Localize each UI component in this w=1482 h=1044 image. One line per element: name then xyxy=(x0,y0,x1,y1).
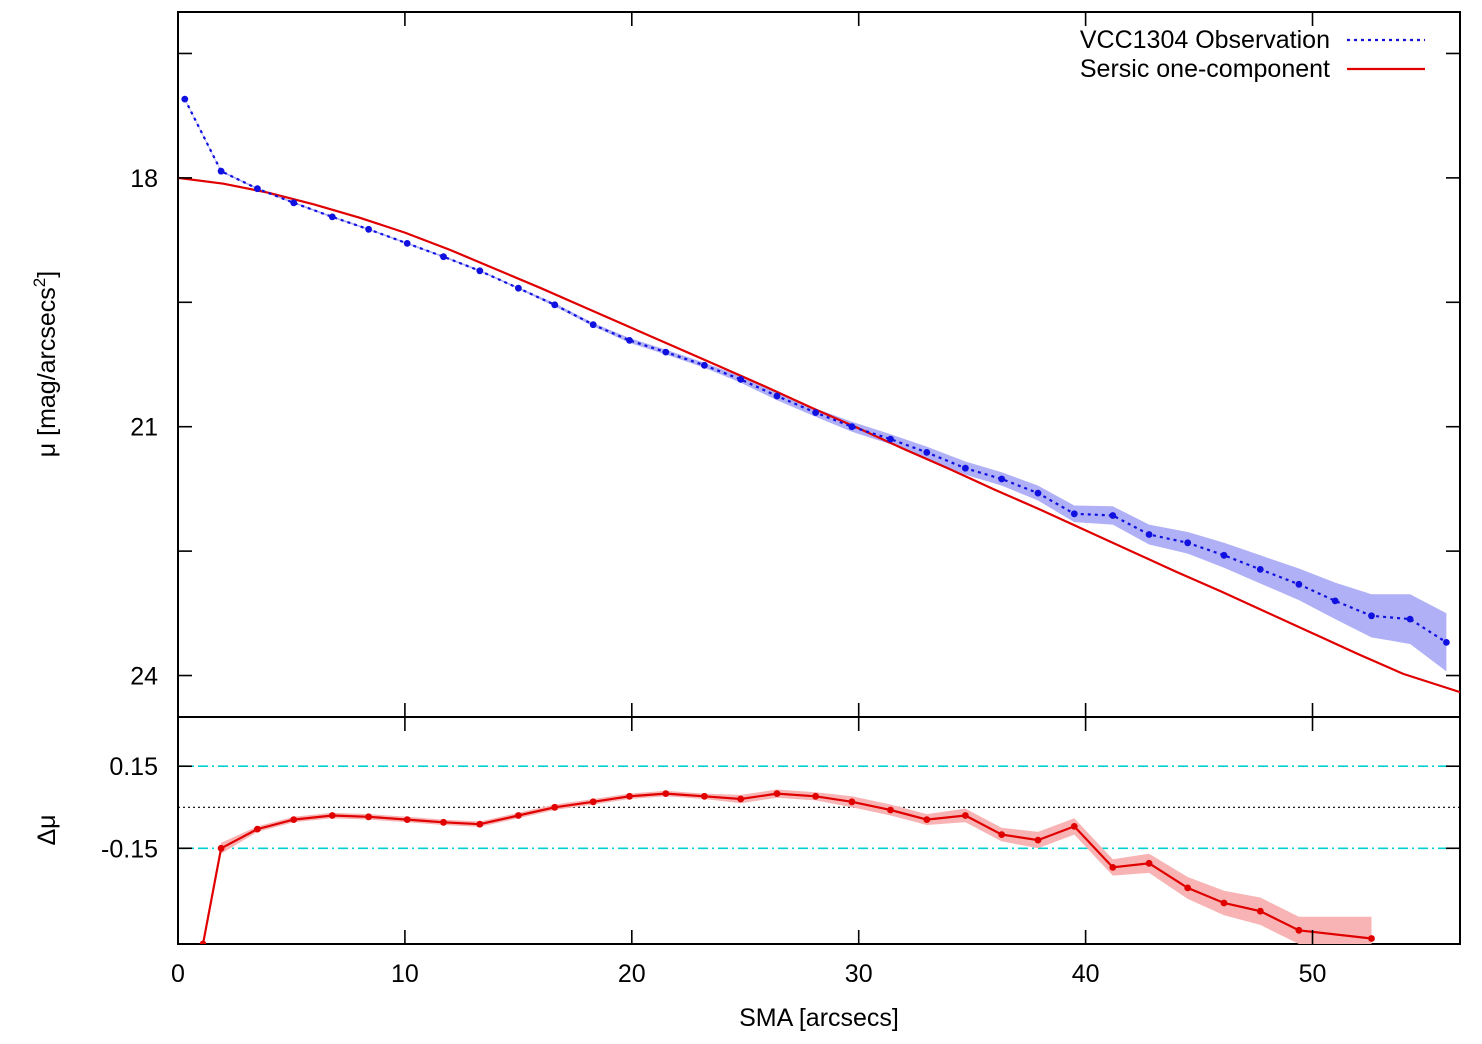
top-y-axis-label-main: μ [mag/arcsecs xyxy=(33,287,61,457)
residual-point-11 xyxy=(589,798,597,806)
top-y-tick-label-1: 21 xyxy=(130,414,158,442)
x-tick-label-1: 10 xyxy=(391,960,419,988)
top-y-tick-label-0: 18 xyxy=(130,165,158,193)
residual-point-7 xyxy=(440,818,447,826)
observation-point-34 xyxy=(1443,639,1450,646)
legend-label-sersic: Sersic one-component xyxy=(1080,55,1330,83)
x-axis-label: SMA [arcsecs] xyxy=(739,1004,899,1032)
residual-point-28 xyxy=(1220,899,1228,907)
residual-point-18 xyxy=(848,798,856,806)
residual-point-8 xyxy=(476,820,484,828)
residual-point-26 xyxy=(1145,859,1153,867)
observation-point-28 xyxy=(1220,551,1228,559)
observation-point-23 xyxy=(1034,489,1042,497)
observation-point-8 xyxy=(476,267,484,275)
residual-point-24 xyxy=(1070,823,1078,830)
residual-error-band xyxy=(203,789,1372,944)
observation-point-32 xyxy=(1368,612,1375,620)
residual-point-17 xyxy=(812,792,819,800)
residual-point-9 xyxy=(515,812,522,819)
observation-point-3 xyxy=(290,199,298,207)
residual-point-14 xyxy=(701,792,708,800)
x-tick-label-3: 30 xyxy=(845,960,873,988)
observation-point-12 xyxy=(626,337,633,344)
bottom-y-axis-label: Δμ xyxy=(33,814,61,845)
residual-point-15 xyxy=(737,795,745,803)
observation-point-26 xyxy=(1145,531,1153,538)
residual-point-3 xyxy=(290,816,298,823)
residual-point-30 xyxy=(1295,926,1303,934)
observation-point-22 xyxy=(998,475,1006,483)
top-panel-frame xyxy=(177,11,1461,718)
residual-point-2 xyxy=(254,825,261,833)
observation-point-1 xyxy=(217,167,225,175)
residual-point-4 xyxy=(328,812,336,819)
observation-point-14 xyxy=(701,361,708,369)
observation-point-24 xyxy=(1070,510,1078,518)
observation-point-13 xyxy=(662,348,670,356)
x-tick-label-0: 0 xyxy=(171,960,185,988)
observation-point-0 xyxy=(181,95,189,103)
residual-point-16 xyxy=(773,790,781,797)
x-tick-label-5: 50 xyxy=(1299,960,1327,988)
bottom-y-tick-label-1: -0.15 xyxy=(101,835,158,863)
residual-point-23 xyxy=(1034,836,1042,844)
legend-label-observation: VCC1304 Observation xyxy=(1080,26,1330,54)
residual-point-20 xyxy=(923,816,931,823)
observation-point-33 xyxy=(1406,615,1414,623)
residual-point-25 xyxy=(1109,864,1117,871)
residual-point-0 xyxy=(199,940,207,944)
residual-point-31 xyxy=(1368,935,1375,942)
bottom-y-tick-label-0: 0.15 xyxy=(109,753,158,781)
observation-point-6 xyxy=(403,240,411,247)
top-y-tick-label-2: 24 xyxy=(130,663,158,691)
observation-point-9 xyxy=(515,284,522,292)
observation-point-20 xyxy=(923,449,931,456)
observation-error-band xyxy=(184,98,1447,672)
observation-point-30 xyxy=(1295,580,1303,588)
residual-point-27 xyxy=(1184,884,1192,892)
observation-point-5 xyxy=(365,225,372,233)
observation-point-27 xyxy=(1184,539,1192,547)
observation-point-2 xyxy=(254,185,261,193)
observation-point-10 xyxy=(551,301,559,309)
residual-point-10 xyxy=(551,803,559,811)
observation-point-19 xyxy=(887,435,894,443)
residual-point-1 xyxy=(217,844,225,852)
observation-point-18 xyxy=(848,423,856,431)
observation-point-21 xyxy=(962,464,969,472)
observation-point-4 xyxy=(328,213,336,221)
observation-point-11 xyxy=(589,321,597,329)
top-y-axis-label-close: ] xyxy=(33,271,61,278)
residual-line xyxy=(201,792,1372,944)
legend: VCC1304 Observation Sersic one-component xyxy=(1080,26,1425,83)
observation-point-16 xyxy=(773,392,781,400)
observation-point-31 xyxy=(1331,597,1339,605)
top-y-axis-label-sup: 2 xyxy=(30,278,49,287)
residual-point-21 xyxy=(962,812,969,819)
observation-point-7 xyxy=(440,253,447,261)
residual-point-22 xyxy=(998,831,1006,838)
residual-point-13 xyxy=(662,790,670,797)
top-y-axis-label: μ [mag/arcsecs2] xyxy=(30,271,61,457)
sersic-model-line xyxy=(178,176,1460,694)
residual-point-12 xyxy=(626,792,633,800)
residual-point-29 xyxy=(1256,907,1264,915)
residual-point-6 xyxy=(403,816,411,823)
residual-point-19 xyxy=(887,806,894,814)
observation-point-25 xyxy=(1109,512,1117,519)
bottom-panel-frame xyxy=(177,716,1461,945)
x-tick-label-4: 40 xyxy=(1072,960,1100,988)
x-tick-label-2: 20 xyxy=(618,960,646,988)
observation-point-29 xyxy=(1256,566,1264,573)
observation-point-15 xyxy=(737,376,745,383)
observation-point-17 xyxy=(812,409,819,416)
residual-point-5 xyxy=(365,813,372,821)
